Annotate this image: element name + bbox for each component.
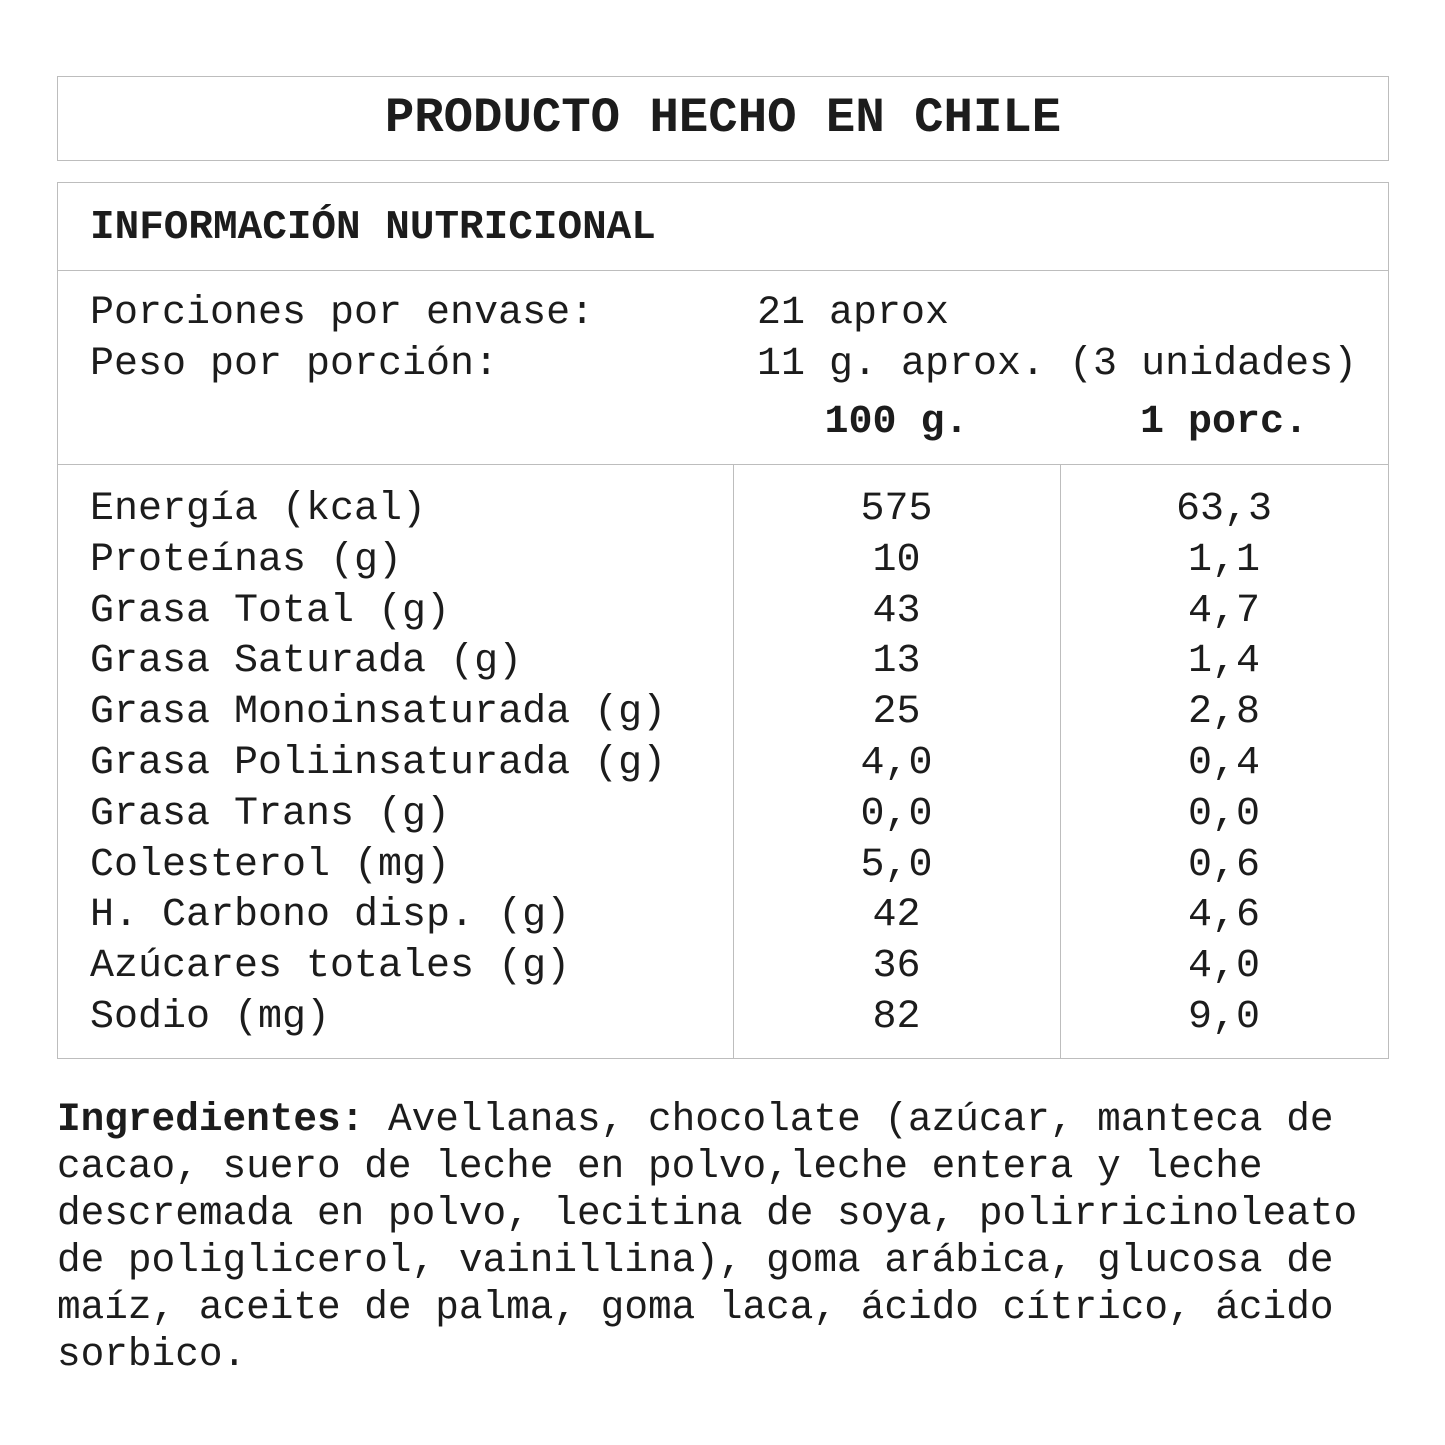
nutrient-name: Energía (kcal) <box>90 487 427 532</box>
value-portion: 1,1 <box>1187 537 1260 583</box>
divider <box>57 270 1389 271</box>
serving-label: Porciones por envase: <box>90 291 595 336</box>
nutrient-name: Grasa Poliinsaturada (g) <box>90 741 667 786</box>
value-portion: 2,8 <box>1187 690 1260 736</box>
value-100g: 82 <box>872 995 921 1040</box>
divider <box>1060 464 1061 1059</box>
title: PRODUCTO HECHO EN CHILE <box>384 90 1062 146</box>
value-portion: 4,6 <box>1187 893 1260 939</box>
value-100g: 36 <box>872 944 921 990</box>
nutrient-name: Grasa Monoinsaturada (g) <box>90 690 667 736</box>
value-100g: 25 <box>872 690 921 736</box>
value-portion: 9,0 <box>1187 995 1260 1040</box>
nutrition-box <box>57 182 1389 1059</box>
value-100g: 10 <box>872 537 921 583</box>
value-100g: 13 <box>872 639 921 685</box>
divider <box>733 464 734 1059</box>
serving-label: Peso por porción: <box>90 342 499 387</box>
value-100g: 43 <box>872 588 921 634</box>
value-portion: 1,4 <box>1187 639 1260 685</box>
nutrient-name: H. Carbono disp. (g) <box>90 893 571 939</box>
divider <box>57 464 1389 465</box>
nutrient-name: Colesterol (mg) <box>90 842 451 888</box>
value-100g: 5,0 <box>860 842 933 888</box>
column-header: 1 porc. <box>1139 400 1309 445</box>
nutrient-name: Azúcares totales (g) <box>90 944 571 990</box>
value-100g: 575 <box>860 487 933 532</box>
value-portion: 0,4 <box>1187 741 1260 786</box>
ingredients-text: Avellanas, chocolate (azúcar, manteca de… <box>57 1097 1358 1377</box>
serving-value: 11 g. aprox. (3 unidades) <box>757 342 1358 387</box>
ingredients-label: Ingredientes: <box>57 1097 365 1142</box>
value-portion: 4,0 <box>1187 944 1260 990</box>
value-portion: 4,7 <box>1187 588 1260 634</box>
nutrient-name: Proteínas (g) <box>90 537 403 583</box>
value-portion: 63,3 <box>1175 487 1272 532</box>
title-box <box>57 76 1389 161</box>
ingredients: Ingredientes: Avellanas, chocolate (azúc… <box>57 1096 1402 1378</box>
value-portion: 0,6 <box>1187 842 1260 888</box>
value-100g: 42 <box>872 893 921 939</box>
value-100g: 0,0 <box>860 791 933 837</box>
nutrient-name: Grasa Saturada (g) <box>90 639 523 685</box>
column-header: 100 g. <box>824 400 969 445</box>
nutrient-name: Sodio (mg) <box>90 995 331 1040</box>
value-portion: 0,0 <box>1187 791 1260 837</box>
nutrient-name: Grasa Trans (g) <box>90 791 451 837</box>
nutrient-name: Grasa Total (g) <box>90 588 451 634</box>
serving-value: 21 aprox <box>757 291 950 336</box>
section-title: INFORMACIÓN NUTRICIONAL <box>90 205 656 251</box>
value-100g: 4,0 <box>860 741 933 786</box>
